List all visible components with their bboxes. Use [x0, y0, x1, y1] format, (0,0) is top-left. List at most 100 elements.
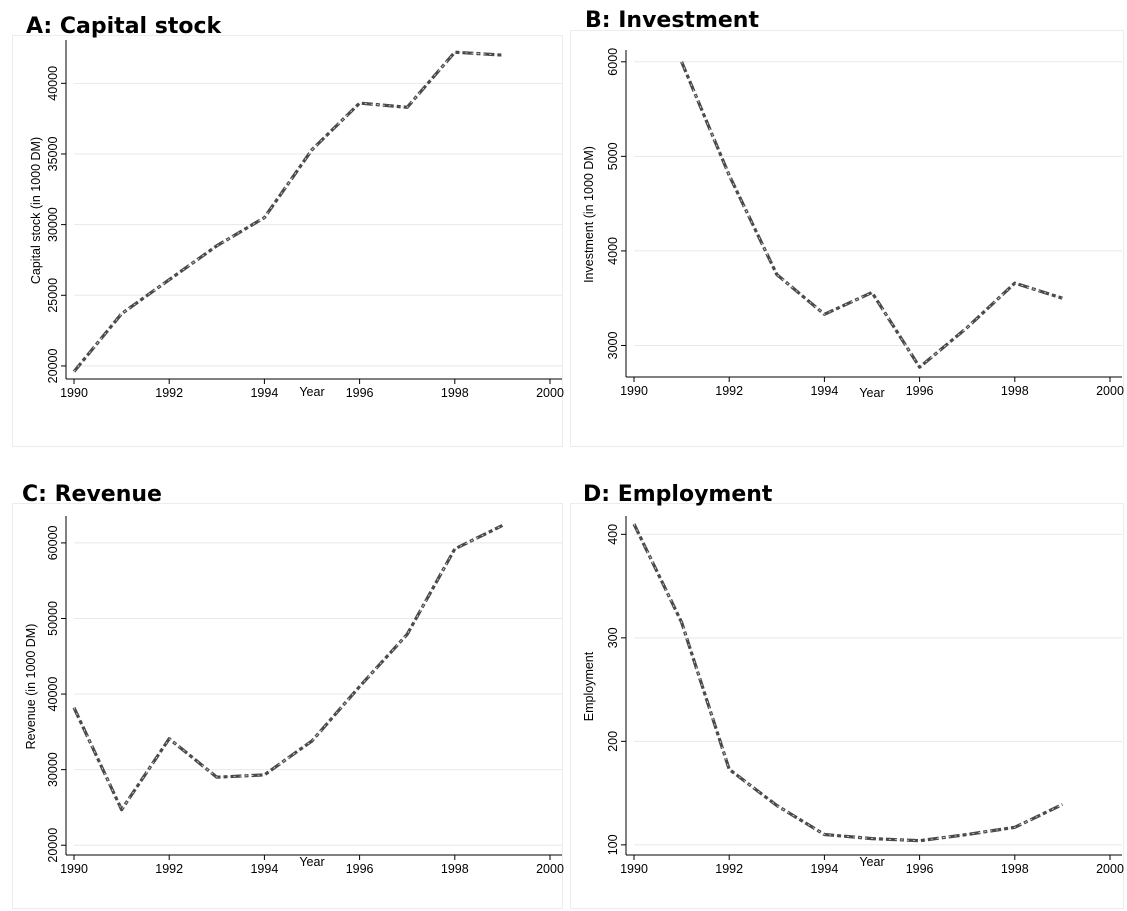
x-tick-label: 1994 — [250, 386, 278, 400]
data-point — [918, 840, 920, 842]
data-point — [73, 370, 75, 372]
series-line-highlight — [633, 523, 1063, 842]
x-axis-title: Year — [859, 386, 884, 400]
data-point — [871, 291, 873, 293]
x-tick-label: 1992 — [715, 384, 743, 398]
y-tick-label: 100 — [606, 834, 620, 855]
y-tick-label: 5000 — [606, 142, 620, 170]
x-axis-title: Year — [299, 385, 324, 399]
capital-stock-chart: 20000 25000 30000 35000 40000 1990 1992 1994 199… — [29, 40, 564, 400]
y-tick-label: 60000 — [46, 525, 60, 560]
x-tick-label: 1994 — [250, 862, 278, 876]
data-point — [501, 524, 503, 526]
series-line-highlight — [681, 61, 1063, 368]
employment-chart: 100 200 300 400 1990 1992 1994 1996 1998 2000 Year… — [582, 516, 1124, 876]
data-point — [1061, 297, 1063, 299]
data-point — [776, 273, 778, 275]
x-tick-label: 1996 — [346, 862, 374, 876]
panel-frame — [12, 503, 563, 909]
data-point — [120, 312, 122, 314]
data-point — [454, 548, 456, 550]
y-tick-label: 50000 — [46, 601, 60, 636]
data-point — [871, 837, 873, 839]
y-axis-title: Investment (in 1000 DM) — [582, 146, 596, 283]
x-tick-label: 1990 — [620, 384, 648, 398]
y-axis-title: Capital stock (in 1000 DM) — [29, 137, 43, 284]
panel-title: A: Capital stock — [26, 14, 222, 39]
data-point — [823, 313, 825, 315]
x-tick-label: 1998 — [1001, 384, 1029, 398]
y-tick-label: 3000 — [606, 332, 620, 360]
data-point — [966, 833, 968, 835]
data-point — [1061, 803, 1063, 805]
y-tick-label: 6000 — [606, 48, 620, 76]
y-tick-label: 30000 — [46, 207, 60, 242]
x-tick-label: 1992 — [715, 862, 743, 876]
y-tick-label: 40000 — [46, 677, 60, 712]
x-tick-label: 1998 — [441, 386, 469, 400]
x-tick-label: 1998 — [1001, 862, 1029, 876]
data-point — [311, 740, 313, 742]
x-tick-label: 1990 — [620, 862, 648, 876]
panel-title: D: Employment — [583, 482, 773, 507]
series-line — [72, 524, 504, 812]
data-point — [168, 279, 170, 281]
data-point — [823, 833, 825, 835]
y-tick-label: 20000 — [46, 349, 60, 384]
data-point — [311, 149, 313, 151]
series-line — [632, 523, 1064, 843]
y-tick-label: 40000 — [46, 66, 60, 101]
data-point — [776, 804, 778, 806]
panel-employment: D: Employment 100 200 300 400 1990 1992 1994 19… — [566, 455, 1127, 911]
y-tick-label: 300 — [606, 627, 620, 648]
data-point — [680, 621, 682, 623]
y-tick-label: 20000 — [46, 828, 60, 863]
x-tick-label: 1996 — [906, 862, 934, 876]
data-point — [633, 523, 635, 525]
x-tick-label: 2000 — [1096, 862, 1124, 876]
data-point — [454, 51, 456, 53]
panel-frame — [12, 35, 563, 447]
x-axis-title: Year — [299, 855, 324, 869]
data-point — [263, 216, 265, 218]
x-tick-label: 2000 — [1096, 384, 1124, 398]
panel-investment: B: Investment 3000 4000 5000 6000 1990 1992 19… — [566, 0, 1127, 455]
series-line-highlight — [73, 525, 503, 811]
data-point — [358, 102, 360, 104]
y-tick-label: 35000 — [46, 137, 60, 172]
y-tick-label: 4000 — [606, 237, 620, 265]
data-point — [728, 768, 730, 770]
x-tick-label: 1998 — [441, 862, 469, 876]
data-point — [1014, 282, 1016, 284]
data-point — [1014, 826, 1016, 828]
y-tick-label: 30000 — [46, 752, 60, 787]
data-point — [358, 685, 360, 687]
data-point — [728, 174, 730, 176]
panel-revenue: C: Revenue 20000 30000 40000 50000 60000 1990… — [0, 455, 564, 911]
x-tick-label: 1996 — [906, 384, 934, 398]
y-tick-label: 25000 — [46, 278, 60, 313]
x-tick-label: 1994 — [810, 862, 838, 876]
x-tick-label: 1990 — [60, 386, 88, 400]
series-line — [72, 50, 503, 373]
x-tick-label: 1992 — [155, 862, 183, 876]
data-point — [680, 61, 682, 63]
x-tick-label: 1994 — [810, 384, 838, 398]
y-tick-label: 400 — [606, 524, 620, 545]
y-tick-label: 200 — [606, 731, 620, 752]
data-point — [216, 776, 218, 778]
series-line-highlight — [73, 51, 503, 372]
data-point — [918, 366, 920, 368]
x-tick-label: 1990 — [60, 862, 88, 876]
x-tick-label: 2000 — [536, 386, 564, 400]
panel-title: C: Revenue — [22, 482, 162, 507]
data-point — [216, 245, 218, 247]
data-point — [406, 106, 408, 108]
data-point — [501, 54, 503, 56]
panel-capital-stock: A: Capital stock 20000 25000 30000 35000 400… — [0, 0, 564, 455]
data-point — [263, 774, 265, 776]
panel-frame — [570, 503, 1124, 909]
series-line — [680, 61, 1063, 369]
x-tick-label: 2000 — [536, 862, 564, 876]
